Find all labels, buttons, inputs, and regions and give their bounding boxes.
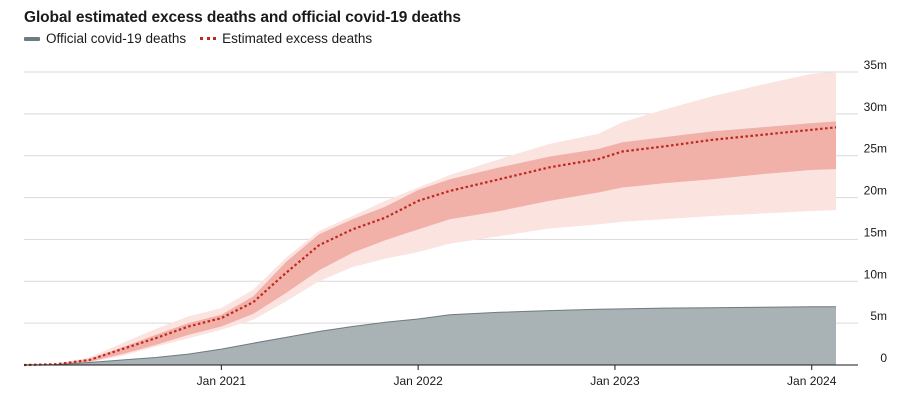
y-tick-label: 25m [864,142,887,156]
legend-swatch-excess [200,37,217,40]
y-tick-label: 10m [864,267,887,281]
y-tick-label: 35m [864,58,887,72]
excess-band-inner [24,121,836,366]
legend-item-excess: Estimated excess deaths [200,31,372,46]
series-official-area [24,306,836,365]
y-tick-label: 0 [880,351,887,365]
x-tick-label: Jan 2022 [393,374,443,388]
legend-swatch-official [24,36,40,41]
legend-label-official: Official covid-19 deaths [46,31,187,46]
legend-label-excess: Estimated excess deaths [222,31,373,46]
chart-title: Global estimated excess deaths and offic… [24,9,461,26]
y-tick-label: 5m [870,309,887,323]
y-tick-label: 20m [864,184,887,198]
x-tick-label: Jan 2023 [590,374,640,388]
x-tick-label: Jan 2024 [787,374,837,388]
legend-item-official: Official covid-19 deaths [24,31,186,46]
y-tick-label: 30m [864,100,887,114]
series-official-line [23,306,836,366]
legend: Official covid-19 deaths Estimated exces… [24,31,386,46]
y-tick-label: 15m [864,225,887,239]
x-tick-label: Jan 2021 [197,374,247,388]
